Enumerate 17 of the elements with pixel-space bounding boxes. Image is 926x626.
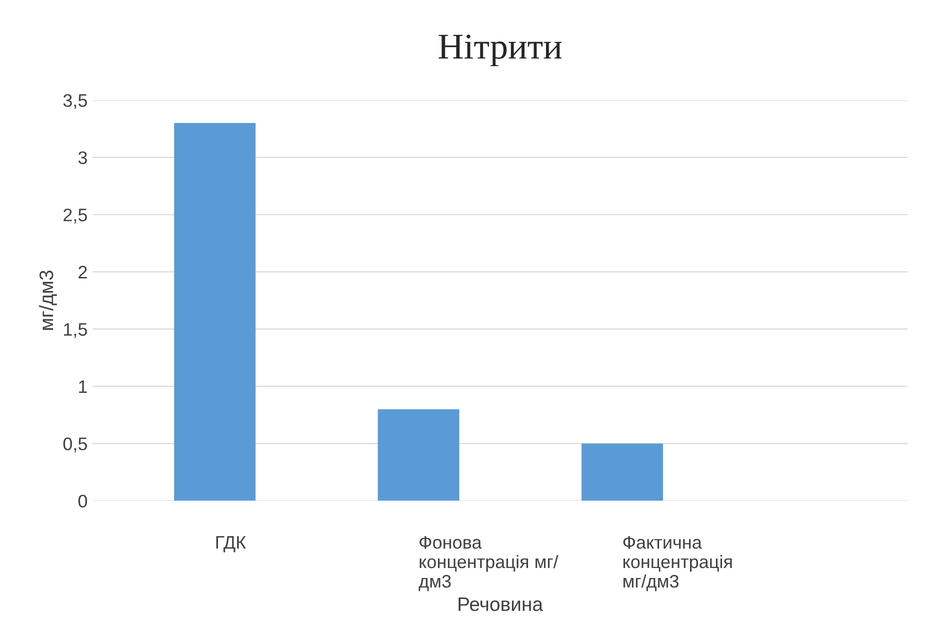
bar xyxy=(582,444,664,501)
x-tick-label: Фонова концентрація мг/ дм3 xyxy=(418,536,558,592)
y-tick-label: 2,5 xyxy=(64,208,87,224)
y-tick-label: 1,5 xyxy=(64,323,87,338)
bar xyxy=(174,123,256,501)
y-tick-label: 3,5 xyxy=(63,94,87,110)
y-tick-label: 0 xyxy=(78,494,88,508)
bar xyxy=(378,409,460,501)
x-tick-label: Фактична концентрація мг/дм3 xyxy=(623,536,732,592)
y-tick-label: 3 xyxy=(78,151,87,164)
chart-title: Нітрити xyxy=(438,34,562,66)
y-tick-label: 1 xyxy=(79,380,87,393)
y-tick-label: 2 xyxy=(78,266,87,278)
x-axis-title: Речовина xyxy=(458,598,544,612)
y-axis-title: мг/дм3 xyxy=(38,270,57,330)
x-tick-label: ГДК xyxy=(216,536,246,552)
y-tick-label: 0,5 xyxy=(63,438,87,452)
